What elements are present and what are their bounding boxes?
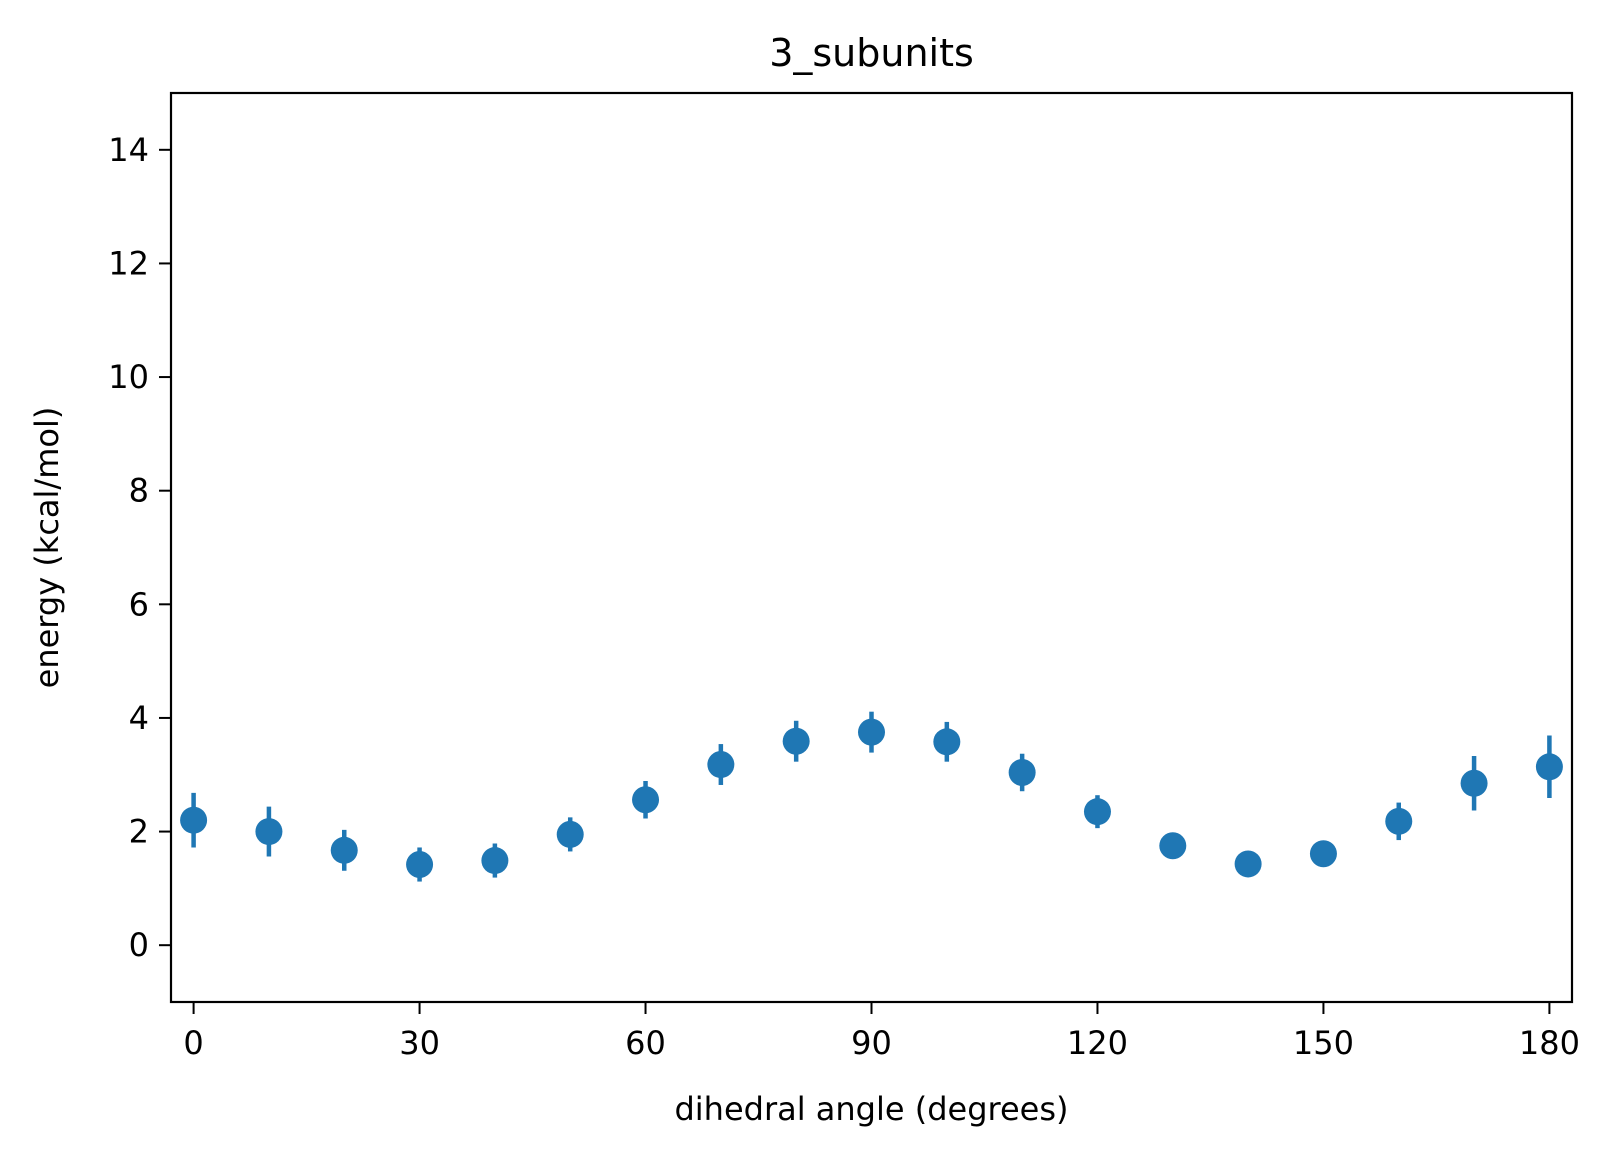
y-tick-label: 14 <box>108 131 149 169</box>
data-point <box>255 818 283 846</box>
y-tick-label: 4 <box>129 699 149 737</box>
data-point <box>180 806 208 834</box>
y-axis-ticks: 0 2 4 6 8 10 12 14 <box>108 131 171 964</box>
plot-frame <box>169 91 1574 1004</box>
y-tick-label: 10 <box>108 358 149 396</box>
x-axis-label: dihedral angle (degrees) <box>674 1090 1068 1128</box>
data-point <box>1309 840 1337 868</box>
data-point <box>481 847 509 875</box>
data-point <box>1460 769 1488 797</box>
y-tick-label: 8 <box>129 472 149 510</box>
y-tick-label: 2 <box>129 813 149 851</box>
data-point <box>1535 753 1563 781</box>
y-tick-label: 6 <box>129 585 149 623</box>
data-point <box>1083 798 1111 826</box>
x-tick-label: 180 <box>1519 1024 1580 1062</box>
x-tick-label: 90 <box>851 1024 892 1062</box>
y-axis-label: energy (kcal/mol) <box>28 407 66 689</box>
x-tick-label: 0 <box>183 1024 203 1062</box>
x-tick-label: 60 <box>625 1024 666 1062</box>
data-point <box>782 727 810 755</box>
x-tick-label: 30 <box>399 1024 440 1062</box>
data-point <box>406 851 434 879</box>
x-tick-label: 120 <box>1067 1024 1128 1062</box>
y-tick-label: 0 <box>129 926 149 964</box>
x-axis-ticks: 0 30 60 90 120 150 180 <box>183 1002 1580 1062</box>
data-point <box>707 751 735 779</box>
data-point <box>632 786 660 814</box>
data-point <box>330 836 358 864</box>
x-tick-label: 150 <box>1293 1024 1354 1062</box>
data-points <box>180 718 1563 879</box>
data-point <box>933 728 961 756</box>
data-point <box>1385 807 1413 835</box>
data-point <box>1159 832 1187 860</box>
data-point <box>556 820 584 848</box>
data-point <box>858 718 885 746</box>
chart-title: 3_subunits <box>769 31 974 75</box>
data-point <box>1234 850 1262 878</box>
data-point <box>1008 758 1036 786</box>
y-tick-label: 12 <box>108 244 149 282</box>
